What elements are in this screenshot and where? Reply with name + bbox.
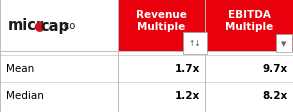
Text: ▼: ▼ [281, 41, 287, 47]
Text: ●: ● [33, 19, 45, 32]
Text: .co: .co [61, 21, 75, 31]
Text: 1.2x: 1.2x [175, 91, 200, 101]
Text: 9.7x: 9.7x [263, 64, 288, 74]
Text: Median: Median [6, 91, 44, 101]
Bar [0, 52, 293, 112]
Text: Revenue
Multiple: Revenue Multiple [136, 10, 187, 32]
Text: Mean: Mean [6, 64, 34, 74]
Bar [118, 0, 293, 52]
Text: cap: cap [40, 18, 69, 33]
Text: 8.2x: 8.2x [263, 91, 288, 101]
Text: micr: micr [8, 18, 44, 33]
Text: EBITDA
Multiple: EBITDA Multiple [225, 10, 273, 32]
Text: 1.7x: 1.7x [175, 64, 200, 74]
Text: ↑↓: ↑↓ [189, 39, 201, 48]
Bar [0, 0, 118, 52]
